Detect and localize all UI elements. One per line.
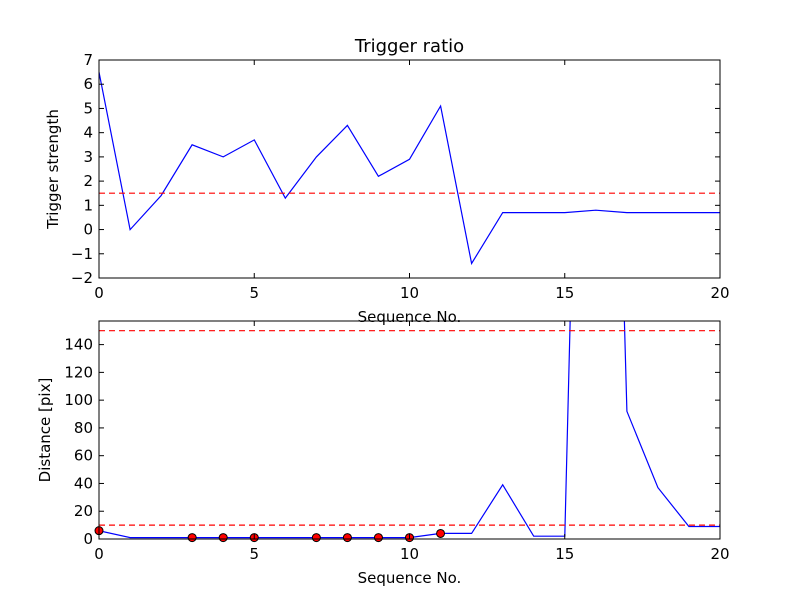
y-tick-label: 2	[83, 172, 93, 190]
y-tick-label: 7	[83, 51, 93, 69]
x-tick-label: 10	[400, 545, 419, 563]
data-point-marker	[436, 528, 446, 538]
y-tick-label: 20	[74, 502, 93, 520]
y-tick-label: 100	[64, 391, 93, 409]
x-tick-label: 15	[555, 284, 574, 302]
axes-frame	[98, 320, 721, 540]
y-tick-label: 140	[64, 336, 93, 354]
data-point-marker	[218, 533, 228, 543]
y-tick-label: 60	[74, 447, 93, 465]
x-tick-label: 20	[710, 545, 729, 563]
plot-area	[99, 71, 720, 266]
series-line	[99, 321, 720, 539]
y-tick-label: 6	[83, 75, 93, 93]
data-point-marker	[311, 533, 321, 543]
y-tick-label: −1	[71, 245, 93, 263]
series-line	[99, 71, 720, 266]
x-tick-label: 0	[94, 284, 104, 302]
chart-title: Trigger ratio	[354, 36, 464, 57]
y-tick-label: 40	[74, 474, 93, 492]
y-tick-label: −2	[71, 269, 93, 287]
plot-area	[99, 321, 720, 539]
y-tick-label: 4	[83, 124, 93, 142]
y-tick-label: 80	[74, 419, 93, 437]
x-tick-label: 10	[400, 284, 419, 302]
data-point-marker	[373, 533, 383, 543]
chart-trigger-ratio: Trigger ratio 0 5 10 15 20−2−101234567Sequen…	[44, 36, 730, 326]
x-axis-label: Sequence No.	[358, 569, 462, 587]
y-tick-label: 5	[83, 99, 93, 117]
y-tick-label: 1	[83, 196, 93, 214]
data-point-marker	[187, 533, 197, 543]
data-point-marker	[342, 533, 352, 543]
x-tick-label: 0	[94, 545, 104, 563]
y-tick-label: 0	[83, 221, 93, 239]
chart-distance: 0 5 10 15 20 0 20 40 60 80 100 120 140 Sequence No. Di…	[36, 320, 730, 587]
axes-frame	[98, 59, 721, 279]
y-axis-label: Trigger strength	[44, 109, 62, 230]
x-tick-label: 20	[710, 284, 729, 302]
y-tick-label: 3	[83, 148, 93, 166]
x-tick-label: 5	[249, 545, 259, 563]
y-tick-label: 120	[64, 363, 93, 381]
x-tick-label: 15	[555, 545, 574, 563]
x-tick-label: 5	[249, 284, 259, 302]
y-tick-label: 0	[83, 530, 93, 548]
y-axis-label: Distance [pix]	[36, 378, 54, 483]
